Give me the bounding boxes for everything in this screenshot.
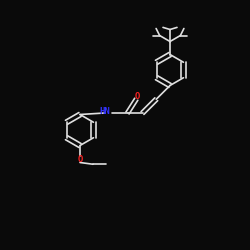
Text: O: O: [134, 92, 140, 101]
Text: O: O: [77, 155, 83, 164]
Text: HN: HN: [100, 108, 110, 116]
